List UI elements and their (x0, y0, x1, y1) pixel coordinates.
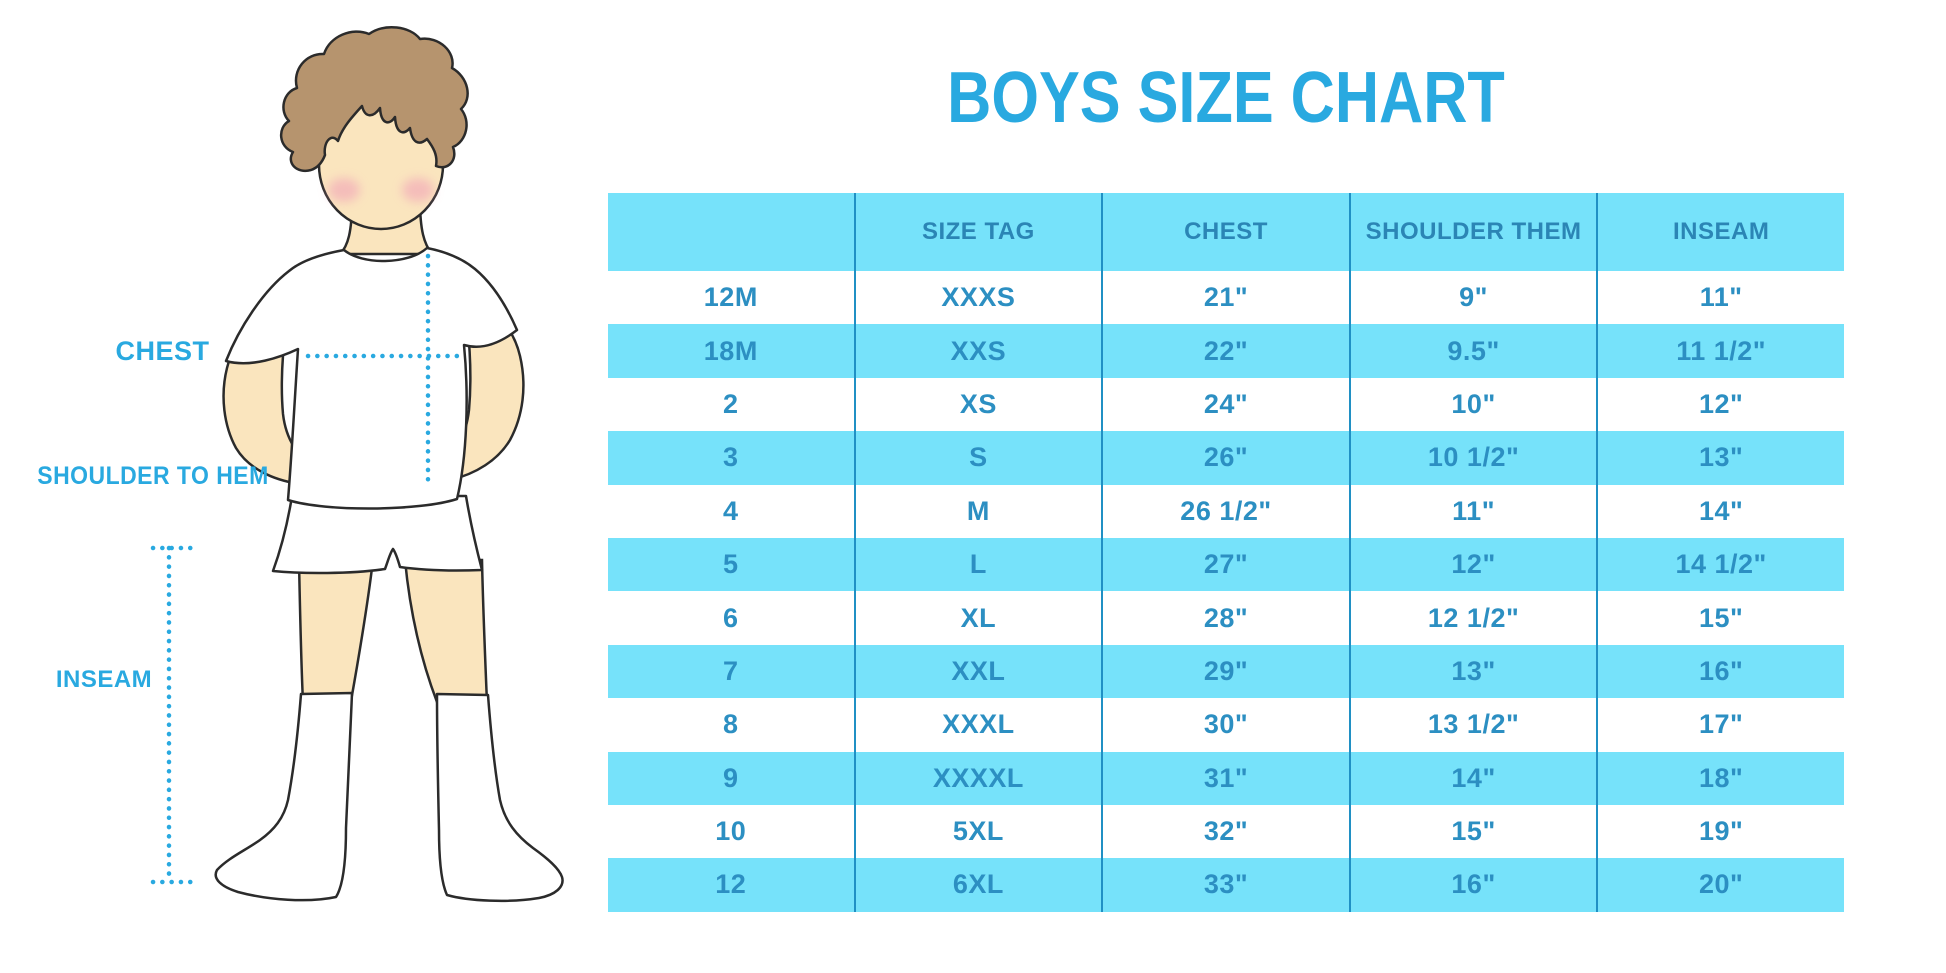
table-cell: M (856, 484, 1104, 538)
table-cell: S (856, 431, 1104, 485)
table-row: 3 S 26" 10 1/2" 13" (608, 431, 1844, 485)
table-row: 4 M 26 1/2" 11" 14" (608, 484, 1844, 538)
table-cell: 6XL (856, 858, 1104, 912)
table-cell: 11 1/2" (1676, 335, 1767, 366)
table-cell: 19" (1699, 816, 1744, 847)
header-cell (608, 193, 856, 271)
table-row: 18M XXS 22" 9.5" 11 1/2" (608, 324, 1844, 378)
boy-cheek-left (328, 178, 360, 202)
table-row: 9 XXXXL 31" 14" 18" (608, 751, 1844, 805)
table-cell: 24" (1103, 377, 1351, 432)
table-cell: 4 (608, 484, 856, 538)
table-row: 6 XL 28" 12 1/2" 15" (608, 591, 1844, 645)
table-cell: 14" (1351, 751, 1599, 805)
table-cell: 13" (1351, 644, 1599, 699)
table-cell: 15" (1699, 602, 1744, 633)
table-cell: 18M (608, 324, 856, 378)
page-title: BOYS SIZE CHART (947, 58, 1505, 138)
table-row: 5 L 27" 12" 14 1/2" (608, 537, 1844, 592)
table-cell: 30" (1103, 698, 1351, 752)
table-cell: 14 1/2" (1675, 549, 1767, 580)
table-cell: 14" (1699, 495, 1744, 526)
boy-sock-left (214, 691, 354, 902)
table-cell: L (856, 537, 1104, 592)
header-cell: SHOULDER THEM (1351, 193, 1599, 271)
table-cell: 12 1/2" (1351, 591, 1599, 645)
table-cell: 13" (1699, 442, 1744, 473)
table-cell: 33" (1103, 858, 1351, 912)
table-cell: 3 (608, 431, 856, 485)
table-row: 7 XXL 29" 13" 16" (608, 644, 1844, 699)
table-cell: 20" (1699, 869, 1744, 900)
table-cell: XXXXL (856, 751, 1104, 805)
table-cell: XXXS (856, 271, 1104, 325)
table-cell: 9 (608, 751, 856, 805)
table-cell: 16" (1699, 655, 1744, 686)
header-cell: INSEAM (1673, 218, 1770, 245)
table-cell: 5 (608, 537, 856, 592)
table-cell: 31" (1103, 751, 1351, 805)
table-cell: 15" (1351, 804, 1599, 859)
table-cell: 6 (608, 591, 856, 645)
boy-leg-left (297, 558, 375, 705)
table-cell: 10" (1351, 377, 1599, 432)
table-cell: 12 (608, 858, 856, 912)
table-cell: 13 1/2" (1351, 698, 1599, 752)
table-row: 2 XS 24" 10" 12" (608, 377, 1844, 432)
boy-sock-right (435, 692, 564, 903)
boy-figure-illustration (150, 26, 564, 903)
table-cell: 29" (1103, 644, 1351, 699)
size-table: SIZE TAG CHEST SHOULDER THEM INSEAM 12M XXXS… (608, 193, 1844, 912)
table-cell: XS (856, 377, 1104, 432)
table-cell: 12" (1351, 537, 1599, 592)
table-row: 12 6XL 33" 16" 20" (608, 858, 1844, 912)
table-row: 12M XXXS 21" 9" 11" (608, 271, 1844, 325)
table-cell: 21" (1103, 271, 1351, 325)
table-cell: 22" (1103, 324, 1351, 378)
boy-leg-right (403, 558, 489, 705)
table-cell: 2 (608, 377, 856, 432)
table-body: 12M XXXS 21" 9" 11" 18M XXS 22" 9.5" 11 1/2" 2 XS 24… (608, 271, 1844, 912)
table-cell: 10 1/2" (1351, 431, 1599, 485)
table-cell: 27" (1103, 537, 1351, 592)
boy-tshirt (224, 246, 519, 510)
table-cell: 10 (608, 804, 856, 859)
header-cell: CHEST (1103, 193, 1351, 271)
table-cell: 28" (1103, 591, 1351, 645)
table-cell: XXS (856, 324, 1104, 378)
table-cell: 9.5" (1351, 324, 1599, 378)
table-cell: 32" (1103, 804, 1351, 859)
table-cell: 12M (608, 271, 856, 325)
measure-label-shoulder-to-hem: SHOULDER TO HEM (37, 462, 269, 490)
table-cell: 5XL (856, 804, 1104, 859)
measure-label-chest: CHEST (115, 336, 210, 366)
table-cell: 17" (1699, 709, 1744, 740)
boy-shorts (271, 494, 484, 575)
table-header-row: SIZE TAG CHEST SHOULDER THEM INSEAM (608, 193, 1844, 271)
boy-hair (280, 26, 469, 173)
boy-arm-right (434, 294, 525, 482)
table-cell: 12" (1699, 388, 1744, 419)
table-row: 10 5XL 32" 15" 19" (608, 804, 1844, 859)
table-cell: 16" (1351, 858, 1599, 912)
table-cell: 26 1/2" (1103, 484, 1351, 538)
header-cell: SIZE TAG (856, 193, 1104, 271)
table-cell: 9" (1351, 271, 1599, 325)
table-cell: XXXL (856, 698, 1104, 752)
table-cell: 7 (608, 644, 856, 699)
table-cell: 18" (1699, 762, 1744, 793)
measure-label-inseam: INSEAM (55, 666, 153, 693)
table-cell: 26" (1103, 431, 1351, 485)
boy-cheek-right (402, 178, 434, 202)
table-cell: 11" (1699, 282, 1743, 313)
table-row: 8 XXXL 30" 13 1/2" 17" (608, 698, 1844, 752)
table-cell: 11" (1351, 484, 1599, 538)
table-cell: XXL (856, 644, 1104, 699)
table-cell: XL (856, 591, 1104, 645)
table-cell: 8 (608, 698, 856, 752)
